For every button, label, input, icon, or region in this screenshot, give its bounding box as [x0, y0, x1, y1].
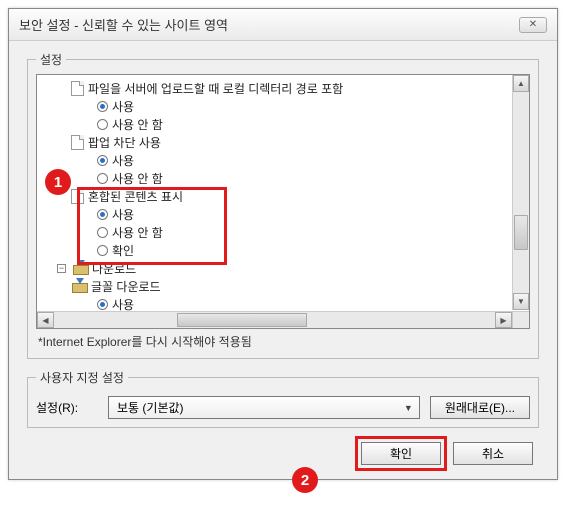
titlebar: 보안 설정 - 신뢰할 수 있는 사이트 영역 ✕: [9, 9, 557, 41]
radio-icon: [97, 173, 108, 184]
file-icon: [71, 135, 84, 150]
file-icon: [71, 189, 84, 204]
reset-to-label: 설정(R):: [36, 399, 98, 416]
tree-category-download[interactable]: − 다운로드: [41, 259, 525, 277]
collapse-icon[interactable]: −: [57, 264, 66, 273]
download-icon: [72, 261, 88, 275]
radio-option-ask[interactable]: 확인: [41, 241, 525, 259]
tree-item-upload[interactable]: 파일을 서버에 업로드할 때 로컬 디렉터리 경로 포함: [41, 79, 525, 97]
annotation-badge-2: 2: [292, 467, 318, 493]
radio-icon: [97, 209, 108, 220]
dialog-buttons: 확인 취소: [27, 442, 539, 465]
tree-content: 파일을 서버에 업로드할 때 로컬 디렉터리 경로 포함 사용 사용 안 함 팝…: [37, 75, 529, 329]
tree-item-label: 혼합된 콘텐츠 표시: [88, 188, 183, 205]
close-button[interactable]: ✕: [519, 17, 547, 33]
settings-legend: 설정: [36, 51, 66, 68]
scroll-left-button[interactable]: ◀: [37, 312, 54, 328]
option-label: 사용 안 함: [112, 116, 163, 133]
download-icon: [71, 279, 87, 293]
radio-icon: [97, 227, 108, 238]
custom-level-fieldset: 사용자 지정 설정 설정(R): 보통 (기본값) ▼ 원래대로(E)...: [27, 369, 539, 428]
custom-level-legend: 사용자 지정 설정: [36, 369, 128, 386]
option-label: 사용 안 함: [112, 170, 163, 187]
option-label: 확인: [112, 242, 134, 259]
reset-row: 설정(R): 보통 (기본값) ▼ 원래대로(E)...: [36, 396, 530, 419]
tree-item-label: 다운로드: [92, 260, 136, 277]
vertical-scrollbar[interactable]: ▲ ▼: [512, 75, 529, 310]
option-label: 사용: [112, 296, 134, 313]
scroll-thumb[interactable]: [514, 215, 528, 250]
chevron-down-icon: ▼: [404, 403, 413, 413]
radio-icon: [97, 155, 108, 166]
tree-item-mixed-content[interactable]: 혼합된 콘텐츠 표시: [41, 187, 525, 205]
ok-wrap: 확인: [361, 442, 441, 465]
scroll-right-button[interactable]: ▶: [495, 312, 512, 328]
badge-text: 2: [301, 472, 309, 489]
radio-option-dont[interactable]: 사용 안 함: [41, 223, 525, 241]
tree-item-label: 팝업 차단 사용: [88, 134, 161, 151]
level-select[interactable]: 보통 (기본값) ▼: [108, 396, 420, 419]
radio-option-dont[interactable]: 사용 안 함: [41, 169, 525, 187]
tree-item-label: 파일을 서버에 업로드할 때 로컬 디렉터리 경로 포함: [88, 80, 343, 97]
settings-tree[interactable]: 파일을 서버에 업로드할 때 로컬 디렉터리 경로 포함 사용 사용 안 함 팝…: [36, 74, 530, 329]
tree-item-font-download[interactable]: 글꼴 다운로드: [41, 277, 525, 295]
scroll-corner: [512, 311, 529, 328]
file-icon: [71, 81, 84, 96]
settings-fieldset: 설정 파일을 서버에 업로드할 때 로컬 디렉터리 경로 포함 사용 사용 안 …: [27, 51, 539, 359]
radio-icon: [97, 101, 108, 112]
option-label: 사용: [112, 206, 134, 223]
window-title: 보안 설정 - 신뢰할 수 있는 사이트 영역: [19, 15, 228, 34]
scroll-down-button[interactable]: ▼: [513, 293, 529, 310]
tree-item-popup[interactable]: 팝업 차단 사용: [41, 133, 525, 151]
button-label: 확인: [390, 445, 412, 462]
radio-option-use[interactable]: 사용: [41, 97, 525, 115]
radio-option-dont[interactable]: 사용 안 함: [41, 115, 525, 133]
scroll-thumb[interactable]: [177, 313, 307, 327]
button-label: 원래대로(E)...: [445, 399, 515, 416]
option-label: 사용: [112, 152, 134, 169]
cancel-button[interactable]: 취소: [453, 442, 533, 465]
radio-icon: [97, 299, 108, 310]
option-label: 사용: [112, 98, 134, 115]
reset-button[interactable]: 원래대로(E)...: [430, 396, 530, 419]
restart-note: *Internet Explorer를 다시 시작해야 적용됨: [36, 329, 530, 350]
annotation-badge-1: 1: [45, 169, 71, 195]
select-value: 보통 (기본값): [117, 399, 184, 416]
radio-icon: [97, 119, 108, 130]
radio-option-use[interactable]: 사용: [41, 151, 525, 169]
scroll-up-button[interactable]: ▲: [513, 75, 529, 92]
badge-text: 1: [54, 174, 62, 191]
tree-item-label: 글꼴 다운로드: [91, 278, 161, 295]
radio-option-use[interactable]: 사용: [41, 205, 525, 223]
horizontal-scrollbar[interactable]: ◀ ▶: [37, 311, 512, 328]
security-settings-dialog: 보안 설정 - 신뢰할 수 있는 사이트 영역 ✕ 설정 파일을 서버에 업로드…: [8, 8, 558, 480]
close-icon: ✕: [529, 19, 537, 30]
radio-icon: [97, 245, 108, 256]
ok-button[interactable]: 확인: [361, 442, 441, 465]
option-label: 사용 안 함: [112, 224, 163, 241]
dialog-body: 설정 파일을 서버에 업로드할 때 로컬 디렉터리 경로 포함 사용 사용 안 …: [9, 41, 557, 479]
button-label: 취소: [482, 445, 504, 462]
